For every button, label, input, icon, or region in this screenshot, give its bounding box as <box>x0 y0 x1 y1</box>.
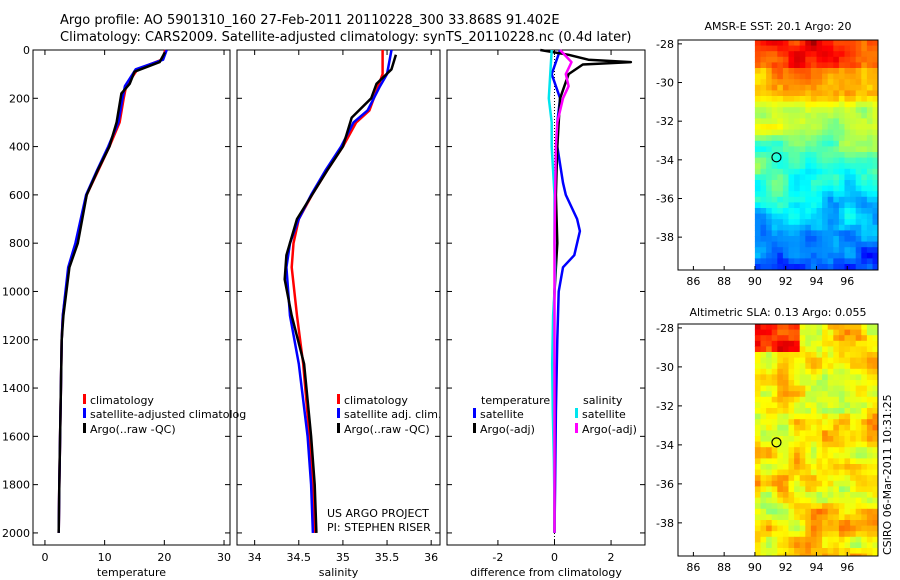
y-tick-label: 0 <box>23 44 30 57</box>
x-tick-label: 86 <box>686 561 700 574</box>
legend-item: Argo(..raw -QC) <box>90 423 176 436</box>
x-tick-label: 35.5 <box>375 551 400 564</box>
y-tick-label: -32 <box>656 115 674 128</box>
legend-swatch-argo <box>337 423 340 433</box>
x-axis-label: salinity <box>319 566 359 579</box>
x-tick-label: 90 <box>748 275 762 288</box>
legend-item: Argo(-adj) <box>582 423 637 436</box>
legend-swatch-climatology <box>83 394 86 404</box>
x-tick-label: 92 <box>779 275 793 288</box>
x-tick-label: 34 <box>248 551 262 564</box>
float-position-marker <box>771 152 782 163</box>
legend-item: Argo(-adj) <box>480 423 535 436</box>
series-line-satellite <box>57 49 168 533</box>
x-axis-label: temperature <box>97 566 166 579</box>
legend-swatch-cyan <box>575 408 578 418</box>
header-line-1: Argo profile: AO 5901310_160 27-Feb-2011… <box>60 13 560 28</box>
x-tick-label: 96 <box>840 275 854 288</box>
x-tick-label: 2 <box>608 551 615 564</box>
series-line-argo <box>57 51 166 533</box>
legend-swatch-climatology <box>337 394 340 404</box>
legend-item: climatology <box>90 394 154 407</box>
legend-swatch-satellite <box>337 408 340 418</box>
header-line-2: Climatology: CARS2009. Satellite-adjuste… <box>60 30 632 45</box>
y-tick-label: -28 <box>656 322 674 335</box>
x-tick-label: 0 <box>41 551 48 564</box>
series-line-magenta <box>553 49 573 533</box>
x-tick-label: 88 <box>717 561 731 574</box>
pi-credit: PI: STEPHEN RISER <box>327 521 431 534</box>
x-tick-label: 88 <box>717 275 731 288</box>
x-tick-label: 10 <box>98 551 112 564</box>
y-tick-label: -30 <box>656 361 674 374</box>
y-tick-label: -38 <box>656 517 674 530</box>
y-tick-label: 2000 <box>2 527 30 540</box>
project-credit: US ARGO PROJECT <box>327 507 429 520</box>
map-imagery <box>754 40 878 270</box>
y-tick-label: 800 <box>9 237 30 250</box>
y-tick-label: -34 <box>656 154 674 167</box>
x-tick-label: 94 <box>809 561 823 574</box>
legend-item: satellite-adjusted climatolog <box>90 408 246 421</box>
x-tick-label: 96 <box>840 561 854 574</box>
y-tick-label: -38 <box>656 231 674 244</box>
x-tick-label: 86 <box>686 275 700 288</box>
y-tick-label: 1000 <box>2 285 30 298</box>
plot-frame-2 <box>446 49 646 546</box>
y-tick-label: -36 <box>656 192 674 205</box>
map-frame <box>677 39 879 271</box>
map-title: Altimetric SLA: 0.13 Argo: 0.055 <box>689 306 866 319</box>
series-line-climatology <box>290 50 384 533</box>
legend-heading: temperature <box>481 394 550 407</box>
map-imagery <box>754 324 878 556</box>
y-tick-label: -34 <box>656 439 674 452</box>
x-tick-label: -2 <box>492 551 503 564</box>
x-tick-label: 20 <box>157 551 171 564</box>
legend-swatch-satellite <box>473 408 476 418</box>
legend-item: Argo(..raw -QC) <box>344 423 430 436</box>
y-tick-label: 1800 <box>2 479 30 492</box>
float-position-marker <box>771 437 782 448</box>
x-tick-label: 0 <box>551 551 558 564</box>
plot-frame-0 <box>32 49 231 546</box>
series-line-satellite <box>550 49 582 533</box>
y-tick-label: -30 <box>656 77 674 90</box>
legend-heading: salinity <box>583 394 623 407</box>
y-tick-label: 400 <box>9 141 30 154</box>
y-tick-label: 1600 <box>2 430 30 443</box>
y-tick-label: 1400 <box>2 382 30 395</box>
y-tick-label: -36 <box>656 478 674 491</box>
legend-swatch-satellite <box>83 408 86 418</box>
y-tick-label: -28 <box>656 38 674 51</box>
x-tick-label: 35 <box>336 551 350 564</box>
y-tick-label: 200 <box>9 92 30 105</box>
x-axis-label: difference from climatology <box>470 566 622 579</box>
map-frame <box>677 323 879 557</box>
x-tick-label: 34.5 <box>287 551 312 564</box>
series-line-argo <box>283 54 398 533</box>
legend-swatch-argo <box>473 423 476 433</box>
x-tick-label: 94 <box>809 275 823 288</box>
legend-item: satellite <box>480 408 524 421</box>
plot-frame-1 <box>236 49 441 546</box>
x-tick-label: 90 <box>748 561 762 574</box>
legend-swatch-argo <box>83 423 86 433</box>
y-tick-label: 600 <box>9 189 30 202</box>
legend-swatch-magenta <box>575 423 578 433</box>
x-tick-label: 30 <box>217 551 231 564</box>
legend-item: satellite adj. clim. <box>344 408 441 421</box>
series-line-satellite <box>285 49 393 533</box>
series-line-climatology <box>57 49 167 533</box>
legend-item: climatology <box>344 394 408 407</box>
y-tick-label: -32 <box>656 400 674 413</box>
y-tick-label: 1200 <box>2 334 30 347</box>
legend-item: satellite <box>582 408 626 421</box>
x-tick-label: 36 <box>424 551 438 564</box>
map-title: AMSR-E SST: 20.1 Argo: 20 <box>704 20 851 33</box>
x-tick-label: 92 <box>779 561 793 574</box>
